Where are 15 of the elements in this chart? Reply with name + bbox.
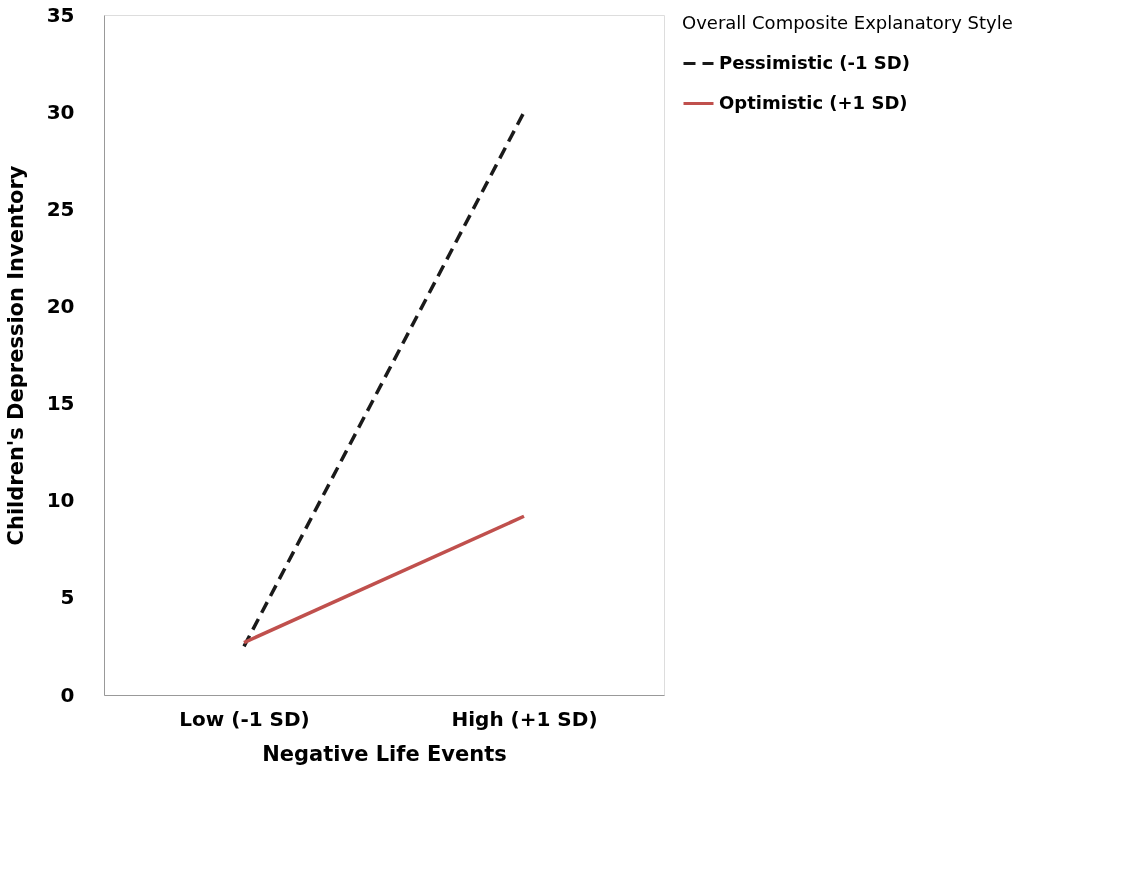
y-tick-label: 15 [46,391,75,416]
y-tick-label: 25 [46,196,75,221]
legend-label: Pessimistic (-1 SD) [719,51,910,73]
y-axis-title: Children's Depression Inventory [3,165,28,546]
y-tick-label: 30 [46,99,75,124]
y-tick-label: 35 [46,2,75,27]
x-tick-label: Low (-1 SD) [179,706,310,731]
y-tick-label: 20 [46,293,75,318]
y-tick-label: 5 [60,585,75,610]
y-tick-label: 0 [60,682,75,707]
y-tick-label: 10 [46,488,75,513]
legend-label: Optimistic (+1 SD) [719,91,908,113]
legend-title: Overall Composite Explanatory Style [682,12,1013,33]
x-axis-title: Negative Life Events [262,741,507,766]
x-tick-label: High (+1 SD) [451,706,598,731]
